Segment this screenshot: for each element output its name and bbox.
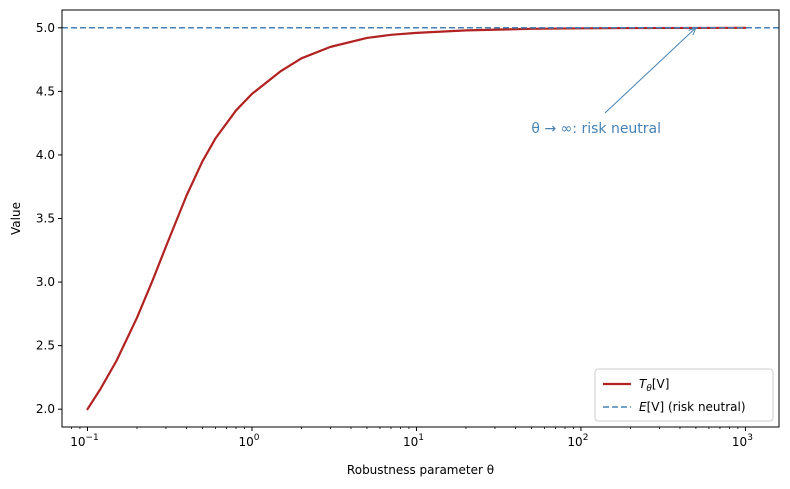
legend-label-main: E xyxy=(639,400,647,414)
x-tick-exponent: 0 xyxy=(254,433,260,443)
x-tick-label: 101 xyxy=(403,433,424,449)
series-line-t-theta xyxy=(86,26,747,411)
axes: 2.02.53.03.54.04.55.010−1 100 101 102 103Rob… xyxy=(9,9,780,477)
y-tick-label: 3.0 xyxy=(36,275,55,289)
x-tick-base: 10 xyxy=(70,435,85,449)
y-tick-label: 2.0 xyxy=(36,402,55,416)
x-tick-exponent: 2 xyxy=(583,433,589,443)
y-tick-label: 3.5 xyxy=(36,212,55,226)
x-tick-exponent: 1 xyxy=(418,433,424,443)
y-tick-label: 4.5 xyxy=(36,84,55,98)
x-tick-exponent: −1 xyxy=(85,433,98,443)
plot-frame xyxy=(61,9,780,428)
annotation-arrow xyxy=(604,28,696,114)
x-tick-base: 10 xyxy=(403,435,418,449)
legend-label-rest: [V] (risk neutral) xyxy=(647,400,746,414)
x-tick-base: 10 xyxy=(567,435,582,449)
annotation-text: θ → ∞: risk neutral xyxy=(531,121,661,137)
y-tick-label: 4.0 xyxy=(36,148,55,162)
legend: Tθ[V] E[V] (risk neutral) xyxy=(594,368,774,422)
x-tick-label: 103 xyxy=(732,433,753,449)
y-tick-label: 2.5 xyxy=(36,339,55,353)
legend-label-main: T xyxy=(639,377,648,391)
legend-label-rest: [V] xyxy=(652,377,670,391)
x-tick-exponent: 3 xyxy=(747,433,753,443)
x-tick-label: 102 xyxy=(567,433,588,449)
x-axis-label: Robustness parameter θ xyxy=(347,463,494,477)
plot-area: θ → ∞: risk neutral xyxy=(62,26,779,411)
x-tick-label: 10−1 xyxy=(70,433,99,449)
legend-label: Tθ[V] xyxy=(639,377,669,394)
x-tick-base: 10 xyxy=(238,435,253,449)
x-tick-base: 10 xyxy=(732,435,747,449)
y-tick-label: 5.0 xyxy=(36,21,55,35)
legend-box xyxy=(594,368,774,422)
legend-label: E[V] (risk neutral) xyxy=(639,400,746,414)
x-tick-label: 100 xyxy=(238,433,259,449)
y-axis-label: Value xyxy=(9,202,23,235)
legend-label-subscript: θ xyxy=(646,384,652,394)
